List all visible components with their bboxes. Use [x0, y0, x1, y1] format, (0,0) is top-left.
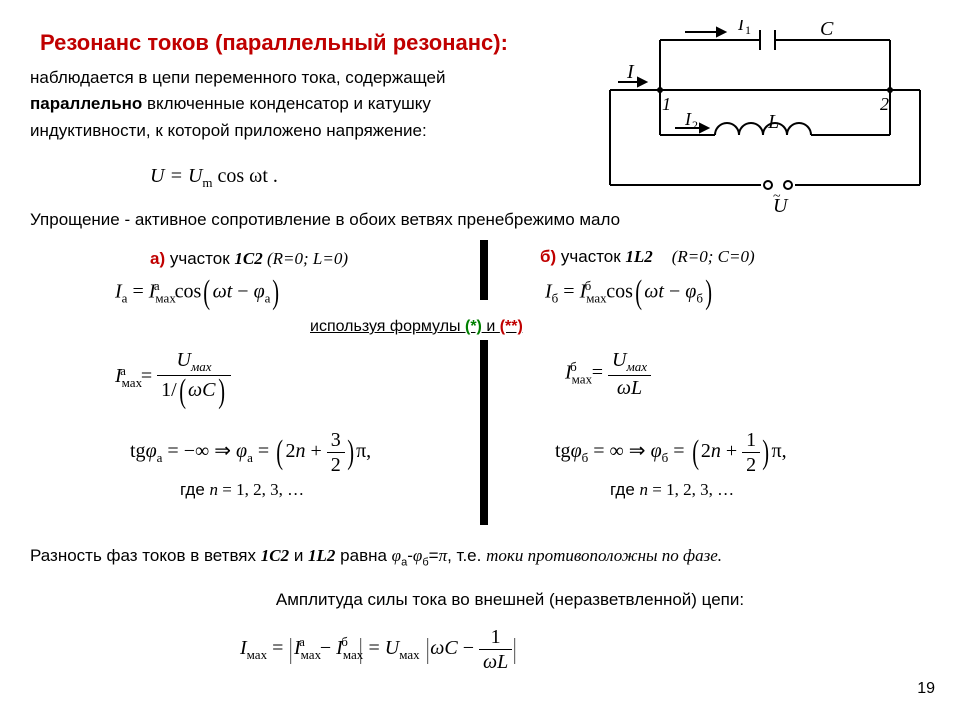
seg-b: 1L2 [625, 247, 652, 266]
pd-seg1: 1C2 [261, 546, 289, 565]
phase-diff-text: Разность фаз токов в ветвях 1C2 и 1L2 ра… [30, 546, 930, 568]
eq-b-imax: Iмахб = Uмах ωL [565, 350, 651, 398]
intro-bold: параллельно [30, 94, 142, 113]
pd-mid: равна φа-φб=π, т.е. [335, 546, 486, 565]
eq-a-imax: Iмаха = Uмах 1/(ωC) [115, 350, 231, 405]
using-formulas: используя формулы (*) и (**) [310, 318, 523, 336]
label-I: I [626, 61, 635, 83]
eq-a-phase: tgφа = −∞ ⇒ φа = (2n + 32)π, [130, 430, 371, 475]
voltage-equation: U = Um cos ωt . [150, 165, 278, 191]
label-a-text: участок [165, 249, 234, 268]
section-a-header: а) участок 1C2 (R=0; L=0) [150, 249, 348, 269]
circuit-diagram: I 1 C I 1 2 I 2 L U ~ [600, 20, 940, 200]
label-b: б) [540, 247, 556, 266]
eq-a-current: Iа = Iмаха cos(ωt − φа) [115, 278, 282, 307]
cond-a: (R=0; L=0) [263, 249, 348, 268]
eq-b-current: Iб = Iмахб cos(ωt − φб) [545, 278, 714, 307]
svg-text:1: 1 [745, 23, 751, 37]
page-number: 19 [917, 680, 935, 698]
page-title: Резонанс токов (параллельный резонанс): [40, 30, 508, 56]
eq-a-where: где n = 1, 2, 3, … [180, 480, 304, 500]
pd-seg2: 1L2 [308, 546, 335, 565]
label-I1: I [737, 20, 745, 34]
cond-b: (R=0; C=0) [672, 247, 755, 266]
pd-and: и [289, 546, 308, 565]
star1: (*) [465, 318, 482, 335]
sep-bar-top [480, 240, 488, 300]
label-a: а) [150, 249, 165, 268]
intro-line1: наблюдается в цепи переменного тока, сод… [30, 68, 445, 87]
label-C: C [820, 20, 834, 40]
label-n1: 1 [662, 94, 671, 114]
amplitude-label: Амплитуда силы тока во внешней (неразвет… [110, 590, 910, 610]
eq-b-phase: tgφб = ∞ ⇒ φб = (2n + 12)π, [555, 430, 787, 475]
intro-text: наблюдается в цепи переменного тока, сод… [30, 65, 550, 144]
label-L: L [767, 111, 779, 133]
voltage-eq-tail: cos ωt . [213, 165, 278, 187]
label-b-text: участок [556, 247, 625, 266]
star2: (**) [500, 318, 523, 335]
simplification-note: Упрощение - активное сопротивление в обо… [30, 210, 620, 230]
svg-text:~: ~ [773, 189, 781, 204]
pd-ital: токи противоположны по фазе. [486, 546, 722, 565]
using-pre: используя формулы [310, 318, 465, 335]
label-I2: I [684, 109, 692, 129]
seg-a: 1C2 [234, 249, 262, 268]
voltage-eq-sub: m [202, 175, 212, 190]
pd-pre: Разность фаз токов в ветвях [30, 546, 261, 565]
section-b-header: б) участок 1L2 (R=0; C=0) [540, 247, 755, 267]
sep-bar-bottom [480, 340, 488, 525]
svg-text:2: 2 [692, 118, 698, 132]
eq-b-where: где n = 1, 2, 3, … [610, 480, 734, 500]
eq-final-amplitude: Iмах = |Iмаха − Iмахб | = Uмах |ωC − 1ωL… [240, 627, 518, 672]
voltage-eq-lhs: U = U [150, 165, 202, 187]
label-n2: 2 [880, 94, 889, 114]
using-and: и [482, 318, 500, 335]
